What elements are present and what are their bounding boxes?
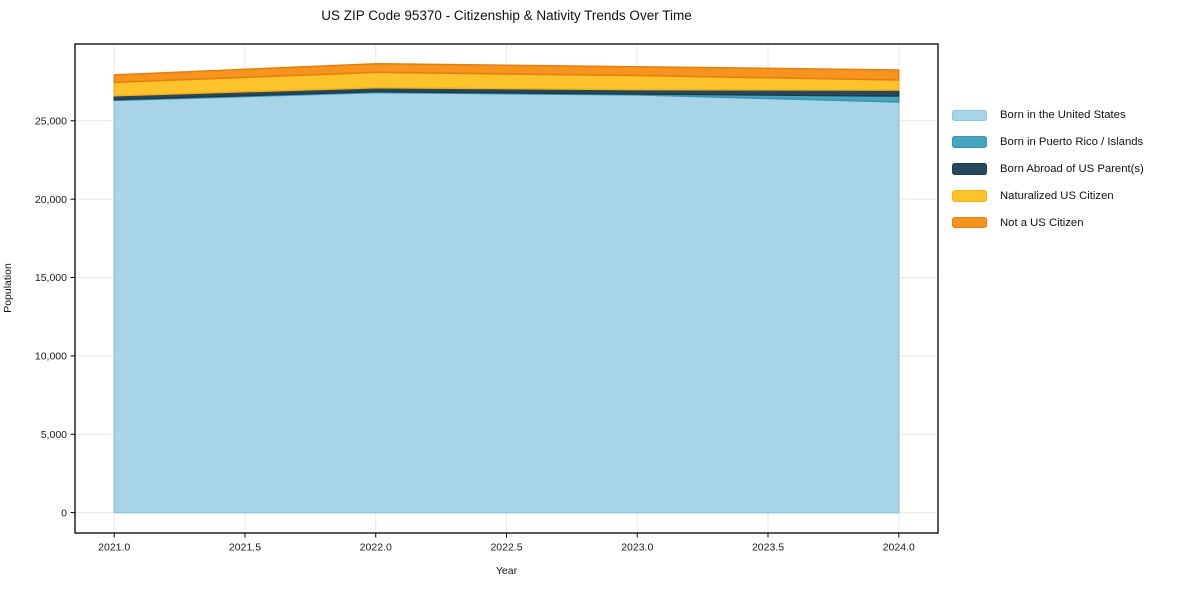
legend-item-not-a-us-citizen: Not a US Citizen bbox=[952, 209, 1144, 236]
chart-title: US ZIP Code 95370 - Citizenship & Nativi… bbox=[321, 8, 692, 23]
legend-label: Born Abroad of US Parent(s) bbox=[1000, 162, 1144, 175]
legend-swatch-not-a-us-citizen bbox=[952, 216, 987, 229]
x-tick-label: 2023.0 bbox=[621, 542, 653, 554]
x-tick-label: 2022.5 bbox=[490, 542, 522, 554]
x-axis-label: Year bbox=[495, 565, 518, 577]
legend-label: Born in Puerto Rico / Islands bbox=[1000, 136, 1144, 149]
x-tick-label: 2021.5 bbox=[229, 542, 261, 554]
area-not-a-us-citizen bbox=[113, 62, 900, 84]
legend-label: Born in the United States bbox=[1000, 109, 1126, 122]
legend-item-naturalized-us-citizen: Naturalized US Citizen bbox=[952, 182, 1144, 209]
legend-swatch-born-in-the-united-states bbox=[952, 109, 987, 122]
area-born-in-the-united-states bbox=[113, 91, 900, 514]
legend-label: Not a US Citizen bbox=[1000, 216, 1084, 229]
legend-item-born-abroad-of-us-parent-s: Born Abroad of US Parent(s) bbox=[952, 156, 1144, 183]
legend-swatch-naturalized-us-citizen bbox=[952, 190, 987, 202]
y-tick-label: 25,000 bbox=[35, 115, 67, 127]
legend: Born in the United States Born in Puerto … bbox=[952, 102, 1144, 236]
legend-item-born-in-the-united-states: Born in the United States bbox=[952, 102, 1144, 129]
legend-item-born-in-puerto-rico-islands: Born in Puerto Rico / Islands bbox=[952, 129, 1144, 156]
y-axis-label: Population bbox=[2, 263, 14, 313]
y-tick-label: 5,000 bbox=[41, 429, 67, 441]
y-tick-label: 20,000 bbox=[35, 194, 67, 206]
x-tick-label: 2023.5 bbox=[752, 542, 784, 554]
x-tick-label: 2024.0 bbox=[883, 542, 915, 554]
x-tick-label: 2021.0 bbox=[98, 542, 130, 554]
legend-label: Naturalized US Citizen bbox=[1000, 189, 1114, 202]
legend-swatch-born-in-puerto-rico-islands bbox=[952, 136, 987, 148]
legend-swatch-born-abroad-of-us-parent-s bbox=[952, 163, 987, 175]
x-tick-label: 2022.0 bbox=[360, 542, 392, 554]
y-tick-label: 0 bbox=[61, 507, 67, 519]
y-tick-label: 10,000 bbox=[35, 351, 67, 363]
y-tick-label: 15,000 bbox=[35, 272, 67, 284]
